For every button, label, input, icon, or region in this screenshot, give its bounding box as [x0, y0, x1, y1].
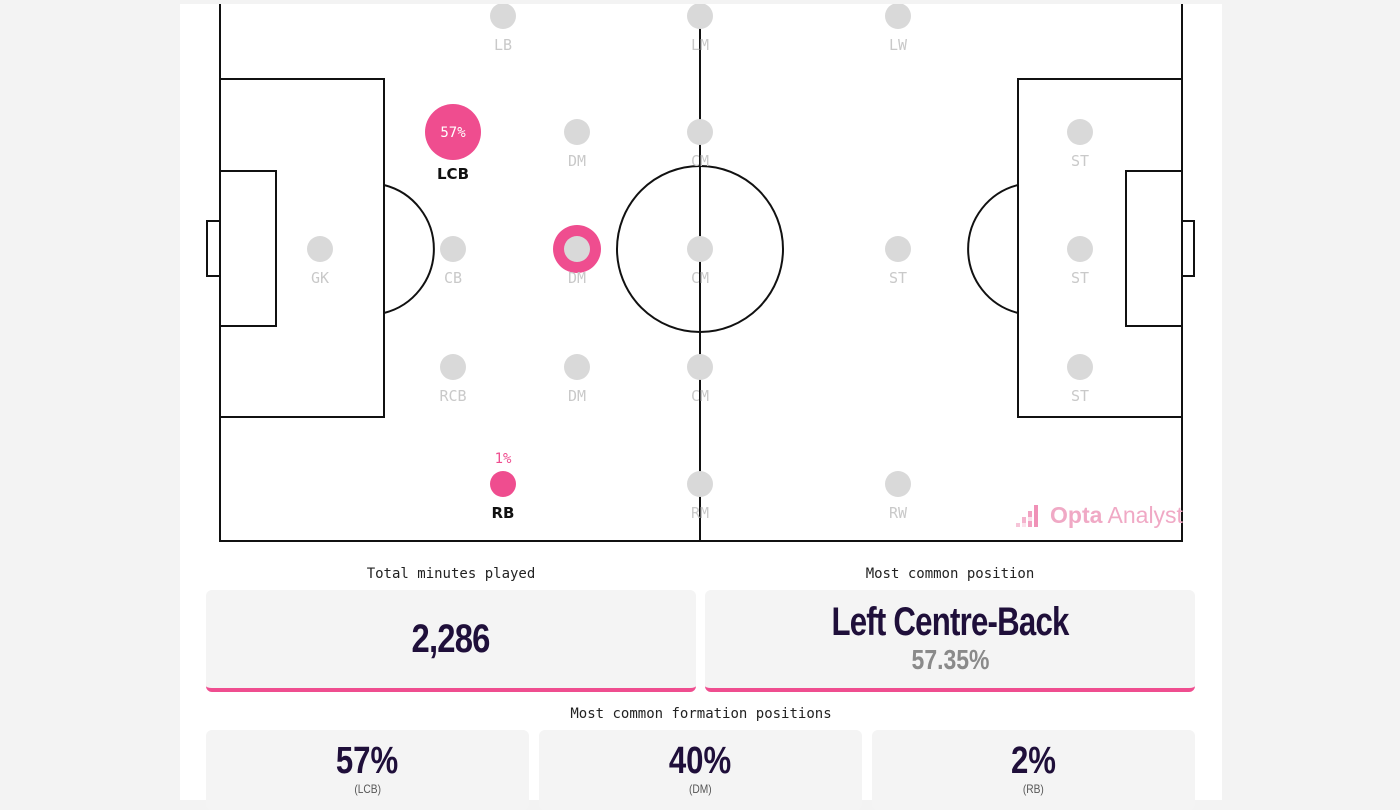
- position-label: DM: [568, 269, 586, 287]
- position-label: ST: [889, 269, 907, 287]
- minutes-stat-box: 2,286: [206, 590, 696, 692]
- position-dot: [425, 104, 481, 160]
- position-marker-lm: LM: [687, 4, 713, 54]
- position-marker-cm: CM: [687, 236, 713, 287]
- position-dot: [1067, 236, 1093, 262]
- position-label: LCB: [437, 165, 469, 183]
- position-label: RCB: [439, 387, 466, 405]
- position-label: ST: [1071, 152, 1089, 170]
- position-marker-rb: 1% RB: [490, 451, 516, 522]
- formation-item: 57% (LCB): [206, 730, 529, 810]
- position-marker-cb: CB: [440, 236, 466, 287]
- formation-pct: 40%: [669, 740, 732, 782]
- minutes-value: 2,286: [411, 616, 491, 661]
- position-dot: [490, 4, 516, 29]
- formation-caption: Most common formation positions: [570, 706, 832, 722]
- position-label: CM: [691, 152, 709, 170]
- position-label: RW: [889, 504, 908, 522]
- formation-pos: (LCB): [354, 782, 381, 796]
- position-dot: [564, 236, 590, 262]
- position-marker-lcb: 57% LCB: [425, 104, 481, 183]
- position-label: LM: [691, 36, 709, 54]
- position-label: RM: [691, 504, 709, 522]
- position-dot: [440, 236, 466, 262]
- position-label: LW: [889, 36, 908, 54]
- position-pct: 57.35%: [911, 644, 989, 675]
- position-label: ST: [1071, 387, 1089, 405]
- position-label: ST: [1071, 269, 1089, 287]
- position-stat-box: Left Centre-Back 57.35%: [705, 590, 1195, 692]
- position-marker-rw: RW: [885, 471, 911, 522]
- position-value: Left Centre-Back: [831, 600, 1069, 644]
- position-dot: [885, 4, 911, 29]
- position-dot: [687, 119, 713, 145]
- position-marker-st: ST: [1067, 354, 1093, 405]
- position-dot: [687, 236, 713, 262]
- position-marker-cm: CM: [687, 354, 713, 405]
- position-dot: [687, 471, 713, 497]
- formation-pct: 2%: [1010, 740, 1057, 782]
- position-marker-dm: DM: [564, 354, 590, 405]
- position-label: LB: [494, 36, 512, 54]
- pitch-lines: [206, 4, 1195, 542]
- logo-product: Analyst: [1107, 502, 1183, 528]
- pitch-map: LB LM LW 57% LCB DM CM ST GK CB DM CM ST ST RCB DM CM ST 1…: [206, 4, 1195, 542]
- position-label: RB: [492, 504, 515, 522]
- position-dot: [564, 119, 590, 145]
- position-label: CM: [691, 269, 709, 287]
- formation-item: 2% (RB): [872, 730, 1195, 810]
- position-label: DM: [568, 387, 586, 405]
- position-label: GK: [311, 269, 329, 287]
- opta-analyst-logo: Opta Analyst: [1016, 502, 1183, 529]
- position-marker-st: ST: [1067, 119, 1093, 170]
- formation-pct: 57%: [336, 740, 399, 782]
- position-dot: [1067, 119, 1093, 145]
- position-dot: [490, 471, 516, 497]
- position-dot: [440, 354, 466, 380]
- logo-brand: Opta: [1050, 502, 1103, 528]
- position-dot: [687, 354, 713, 380]
- position-pct: 57%: [440, 125, 466, 141]
- position-markers: LB LM LW 57% LCB DM CM ST GK CB DM CM ST ST RCB DM CM ST 1…: [307, 4, 1093, 522]
- position-marker-gk: GK: [307, 236, 333, 287]
- bars-logo-icon: [1016, 504, 1038, 527]
- formation-pos: (RB): [1023, 782, 1044, 796]
- position-marker-lw: LW: [885, 4, 911, 54]
- formation-pos: (DM): [689, 782, 712, 796]
- position-marker-st: ST: [1067, 236, 1093, 287]
- position-marker-dm: DM: [553, 225, 601, 287]
- position-marker-rm: RM: [687, 471, 713, 522]
- position-marker-dm: DM: [564, 119, 590, 170]
- position-caption: Most common position: [865, 566, 1035, 582]
- position-dot: [687, 4, 713, 29]
- position-dot: [885, 471, 911, 497]
- position-marker-rcb: RCB: [439, 354, 467, 405]
- position-dot: [564, 354, 590, 380]
- position-marker-lb: LB: [490, 4, 516, 54]
- position-label: CB: [444, 269, 462, 287]
- position-dot: [307, 236, 333, 262]
- position-dot: [1067, 354, 1093, 380]
- position-label: CM: [691, 387, 709, 405]
- position-pct: 1%: [495, 451, 512, 467]
- position-marker-st: ST: [885, 236, 911, 287]
- position-label: DM: [568, 152, 586, 170]
- position-dot: [885, 236, 911, 262]
- formation-item: 40% (DM): [539, 730, 862, 810]
- position-marker-cm: CM: [687, 119, 713, 170]
- minutes-caption: Total minutes played: [366, 566, 536, 582]
